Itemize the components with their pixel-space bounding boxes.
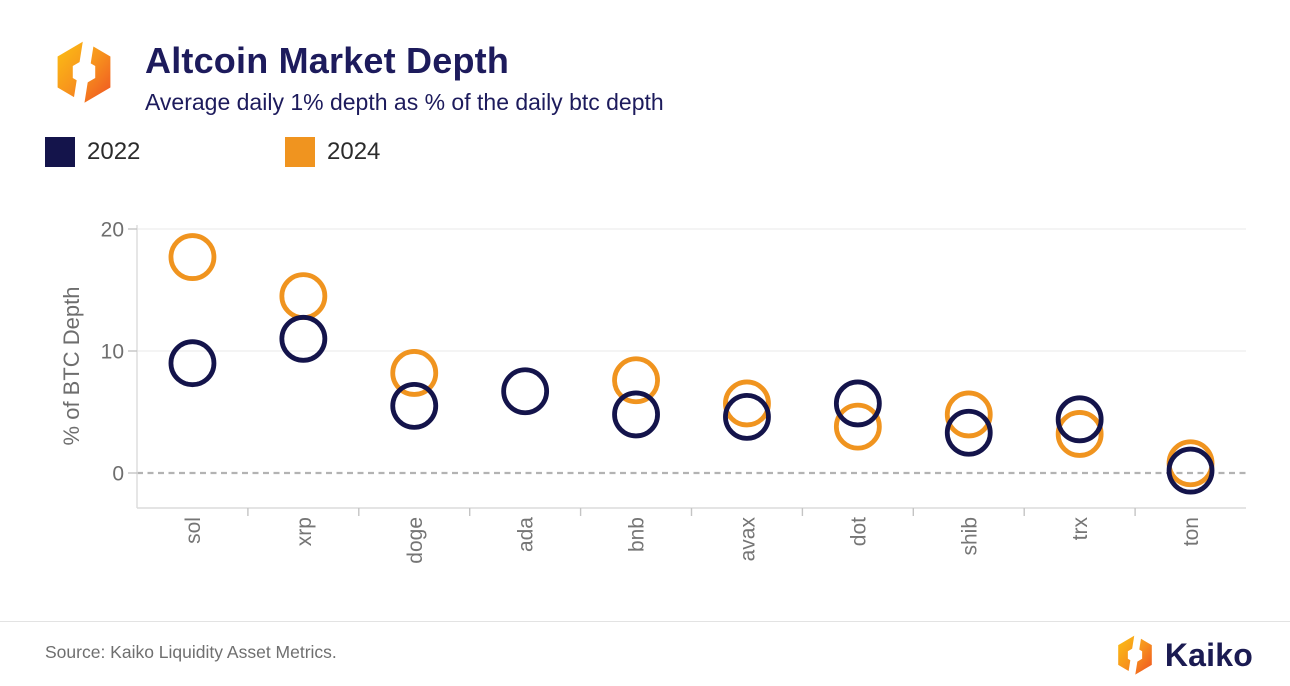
- data-point-2022-avax: [723, 392, 771, 441]
- data-point-2022-bnb: [612, 390, 660, 439]
- footer-divider: [0, 621, 1290, 622]
- x-label-bnb: bnb: [626, 517, 649, 552]
- data-point-2022-dot: [833, 379, 882, 428]
- data-point-2024-dot: [833, 402, 882, 451]
- data-point-2022-sol: [168, 339, 217, 388]
- legend-item-2022: 2022: [45, 137, 140, 167]
- data-point-2024-avax: [723, 379, 771, 428]
- x-label-doge: doge: [404, 517, 427, 564]
- legend-label-2022: 2022: [87, 138, 141, 165]
- legend-swatch-2024: [285, 137, 315, 167]
- x-label-avax: avax: [736, 517, 759, 562]
- data-point-2022-doge: [390, 381, 439, 430]
- x-label-shib: shib: [958, 517, 981, 556]
- y-tick-label-20: 20: [101, 218, 124, 241]
- x-label-ton: ton: [1180, 517, 1203, 546]
- page-subtitle: Average daily 1% depth as % of the daily…: [145, 89, 664, 115]
- kaiko-brand-icon: [1118, 634, 1152, 676]
- data-point-2022-ton: [1166, 446, 1215, 495]
- y-tick-label-10: 10: [101, 340, 124, 363]
- data-point-2024-bnb: [612, 356, 660, 405]
- legend-swatch-2022: [45, 137, 75, 167]
- y-tick-label-0: 0: [112, 462, 124, 485]
- x-label-dot: dot: [847, 517, 870, 546]
- data-point-2024-shib: [944, 390, 993, 439]
- data-point-2024-doge: [390, 349, 439, 397]
- data-point-2022-trx: [1055, 395, 1104, 444]
- data-point-2022-shib: [944, 408, 993, 457]
- data-point-2022-ada: [501, 367, 550, 416]
- data-point-2024-sol: [168, 233, 217, 281]
- page-title: Altcoin Market Depth: [145, 40, 510, 81]
- chart-legend: 2022 2024: [0, 137, 1290, 169]
- x-label-xrp: xrp: [293, 517, 316, 546]
- kaiko-brand: Kaiko: [1114, 634, 1253, 676]
- y-axis-title: % of BTC Depth: [59, 287, 84, 446]
- x-label-ada: ada: [515, 517, 538, 552]
- source-text: Source: Kaiko Liquidity Asset Metrics.: [45, 642, 337, 662]
- scatter-chart: 0 10 20 sol xrp doge ada bnb avax dot shib trx ton % …: [59, 218, 1246, 564]
- x-label-trx: trx: [1069, 517, 1092, 541]
- kaiko-hexagon-mark: [57, 29, 111, 115]
- legend-item-2024: 2024: [285, 137, 380, 167]
- x-label-sol: sol: [182, 517, 205, 544]
- legend-label-2024: 2024: [327, 138, 381, 165]
- kaiko-logo-icon: [51, 29, 117, 115]
- kaiko-wordmark: Kaiko: [1164, 636, 1253, 673]
- header: Altcoin Market Depth Average daily 1% de…: [145, 40, 664, 116]
- data-point-2024-xrp: [279, 272, 328, 321]
- data-point-2024-trx: [1055, 410, 1104, 458]
- data-point-2022-xrp: [279, 314, 328, 363]
